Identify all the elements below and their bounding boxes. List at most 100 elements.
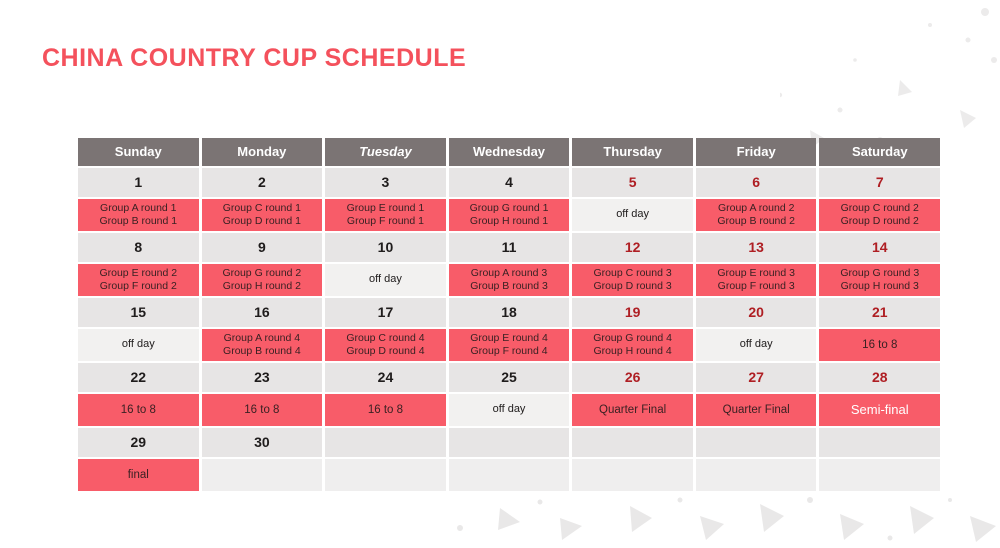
event-label: Group F round 4	[470, 345, 548, 357]
event-label: Group A round 2	[717, 201, 795, 214]
event-cell-match: Group G round 3 Group H round 3	[819, 264, 941, 296]
event-cell-semi: Semi-final	[819, 394, 941, 426]
date-cell-empty	[819, 428, 941, 457]
day-header-friday: Friday	[695, 138, 817, 166]
date-cell-17: 17	[325, 298, 446, 327]
event-label: Group H round 2	[222, 280, 301, 292]
day-header-monday: Monday	[201, 138, 323, 166]
date-cell-30: 30	[201, 428, 323, 457]
event-label: Group F round 3	[717, 280, 795, 292]
date-cell-24: 24	[325, 363, 446, 392]
event-label: final	[127, 468, 149, 481]
event-row-week-5: final	[78, 459, 941, 491]
event-label: Group E round 1	[346, 201, 425, 214]
date-cell-11: 11	[448, 233, 570, 262]
event-row-week-4: 16 to 8 16 to 8 16 to 8 off day Quarter Fina…	[78, 394, 941, 426]
event-label: Quarter Final	[599, 403, 667, 416]
event-cell-match: Group A round 4 Group B round 4	[201, 329, 323, 361]
date-cell-16: 16	[201, 298, 323, 327]
event-cell-match: Group A round 2 Group B round 2	[695, 199, 817, 231]
event-cell-match: Group E round 3 Group F round 3	[695, 264, 817, 296]
date-cell-empty	[325, 428, 446, 457]
date-cell-18: 18	[448, 298, 570, 327]
event-cell-match: Group C round 3 Group D round 3	[572, 264, 693, 296]
event-cell-empty	[448, 459, 570, 491]
event-label: Group E round 4	[470, 331, 548, 344]
event-cell-match: Group C round 4 Group D round 4	[325, 329, 446, 361]
date-cell-27: 27	[695, 363, 817, 392]
date-row-week-3: 15 16 17 18 19 20 21	[78, 298, 941, 327]
event-cell-single: final	[78, 459, 199, 491]
event-cell-match: Group G round 2 Group H round 2	[201, 264, 323, 296]
event-cell-empty	[201, 459, 323, 491]
date-cell-19: 19	[572, 298, 693, 327]
date-cell-21: 21	[819, 298, 941, 327]
event-label: Group A round 1	[100, 201, 177, 214]
event-row-week-1: Group A round 1 Group B round 1 Group C ro…	[78, 199, 941, 231]
calendar-table: Sunday Monday Tuesday Wednesday Thursday Frid…	[78, 138, 941, 493]
event-cell-match: Group E round 1 Group F round 1	[325, 199, 446, 231]
event-label: Group C round 4	[346, 331, 425, 344]
event-label: Group G round 2	[222, 266, 302, 279]
date-cell-15: 15	[78, 298, 199, 327]
event-cell-match: Group E round 4 Group F round 4	[448, 329, 570, 361]
event-cell-match: Group E round 2 Group F round 2	[78, 264, 199, 296]
event-label: Semi-final	[850, 401, 909, 417]
event-label: Group D round 2	[840, 215, 919, 227]
date-cell-10: 10	[325, 233, 446, 262]
date-cell-1: 1	[78, 168, 199, 197]
event-cell-off: off day	[695, 329, 817, 361]
event-label: Group D round 1	[222, 215, 301, 227]
date-cell-empty	[695, 428, 817, 457]
event-label: Quarter Final	[722, 403, 790, 416]
date-cell-5: 5	[572, 168, 693, 197]
day-header-sunday: Sunday	[78, 138, 199, 166]
date-cell-20: 20	[695, 298, 817, 327]
day-header-saturday: Saturday	[819, 138, 941, 166]
date-cell-2: 2	[201, 168, 323, 197]
date-cell-14: 14	[819, 233, 941, 262]
day-header-wednesday: Wednesday	[448, 138, 570, 166]
event-label: off day	[492, 403, 526, 416]
event-cell-off: off day	[572, 199, 693, 231]
grunge-texture-bottom	[457, 497, 996, 542]
date-cell-22: 22	[78, 363, 199, 392]
event-cell-match: Group A round 1 Group B round 1	[78, 199, 199, 231]
event-label: Group E round 3	[717, 266, 795, 279]
date-cell-7: 7	[819, 168, 941, 197]
event-cell-match: Group G round 4 Group H round 4	[572, 329, 693, 361]
event-label: 16 to 8	[244, 403, 280, 416]
date-cell-3: 3	[325, 168, 446, 197]
day-header-thursday: Thursday	[572, 138, 693, 166]
event-label: Group F round 1	[346, 215, 424, 227]
event-label: off day	[739, 338, 773, 351]
date-cell-29: 29	[78, 428, 199, 457]
event-label: Group B round 2	[717, 215, 795, 227]
event-cell-match: Group C round 2 Group D round 2	[819, 199, 941, 231]
event-label: Group H round 4	[593, 345, 672, 357]
event-label: off day	[616, 208, 650, 221]
date-cell-empty	[448, 428, 570, 457]
date-row-week-4: 22 23 24 25 26 27 28	[78, 363, 941, 392]
day-header-tuesday: Tuesday	[325, 138, 446, 166]
date-cell-empty	[572, 428, 693, 457]
date-cell-28: 28	[819, 363, 941, 392]
event-label: Group H round 3	[840, 280, 919, 292]
event-label: Group E round 2	[99, 266, 178, 279]
event-label: Group G round 1	[469, 201, 549, 214]
event-label: Group D round 4	[346, 345, 425, 357]
event-label: Group B round 1	[99, 215, 178, 227]
event-label: 16 to 8	[367, 403, 404, 416]
date-cell-26: 26	[572, 363, 693, 392]
date-cell-13: 13	[695, 233, 817, 262]
date-cell-23: 23	[201, 363, 323, 392]
event-label: 16 to 8	[862, 338, 898, 351]
event-label: Group A round 4	[223, 331, 301, 344]
event-cell-off: off day	[78, 329, 199, 361]
event-label: Group B round 3	[470, 280, 548, 292]
date-cell-6: 6	[695, 168, 817, 197]
event-cell-empty	[695, 459, 817, 491]
event-cell-single: 16 to 8	[201, 394, 323, 426]
date-cell-9: 9	[201, 233, 323, 262]
